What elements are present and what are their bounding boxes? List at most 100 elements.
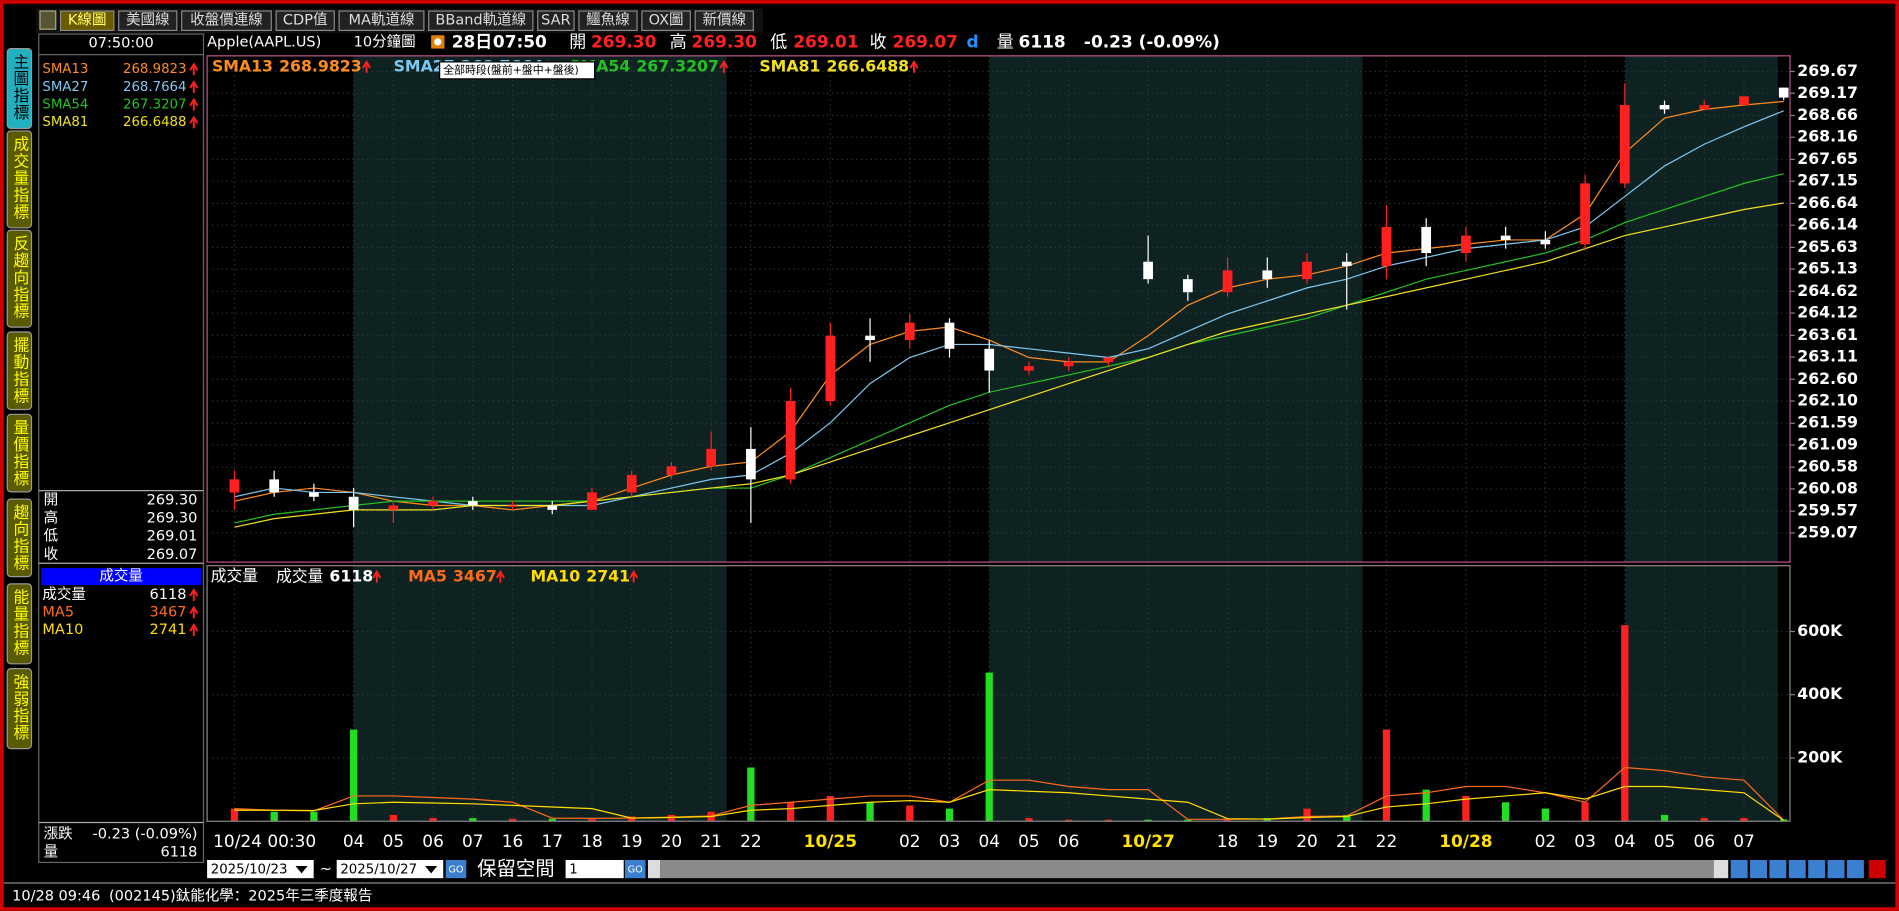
legend-value: 3467 [453,566,497,585]
volume-row-name: 成交量 [42,585,86,603]
left-panel [38,33,205,864]
candle-body [1222,270,1233,293]
volume-row-name: MA10 [42,622,83,638]
volume-bar [1422,789,1430,822]
candle-body [825,335,836,402]
change-label: 漲跌 [44,826,74,843]
x-tick-label: 05 [383,831,405,851]
x-tick-label: 04 [978,831,1000,851]
candle-body [1699,105,1710,110]
volume-bar [469,818,477,822]
candle-body [1143,261,1153,280]
tab[interactable] [428,10,534,32]
tab[interactable] [578,10,638,32]
candle-body [706,448,717,467]
x-tick-label: 10/27 [1121,831,1174,851]
volume-bar [1025,818,1033,822]
legend-entry: 成交量 6118 [276,566,373,585]
tab[interactable] [275,10,335,32]
legend-name: SMA13 [212,56,273,75]
up-arrow [189,80,199,93]
candle-body [388,505,399,510]
volume-panel-title: 成交量 [211,566,258,585]
y-tick-label: 264.12 [1797,303,1858,322]
tab-label: 鱷魚線 [586,12,630,29]
volume-bar [1184,819,1192,822]
legend-value: 267.3207 [636,56,719,75]
up-arrow [362,60,372,73]
candle-body [1063,361,1074,367]
close-value: 269.07 [893,32,958,52]
side-tab[interactable] [6,498,33,578]
y-tick-label: 263.11 [1797,347,1858,366]
go-button[interactable] [445,860,467,879]
side-tab-label: 擺動指標 [11,337,30,405]
scrollbar[interactable] [660,860,1714,879]
sma-value: 267.3207 [123,98,187,113]
volume-bar [548,818,556,822]
side-tab[interactable] [6,47,33,130]
side-tab[interactable] [6,583,33,665]
volume-value: 6118 [1019,32,1066,52]
volume-bar [1740,818,1748,822]
candle-body [1739,96,1749,106]
keep-space-input[interactable] [565,860,624,879]
tab[interactable] [641,10,691,32]
candle-body [1461,235,1471,254]
date-from-text: 2025/10/23 [211,863,288,878]
toolbar-icons[interactable] [1730,860,1886,879]
open-label: 開 [569,32,586,52]
side-tab[interactable] [6,130,33,229]
tab[interactable] [118,10,178,32]
volume-bar [230,808,239,822]
volume-bar [429,818,437,822]
tab[interactable] [59,10,115,32]
tab[interactable] [694,10,754,32]
ohlc-label: 收 [44,546,59,563]
y-tick-label: 268.16 [1797,127,1858,146]
price-frame [206,55,1791,563]
legend-entry: SMA81 266.6488 [759,56,909,75]
side-tab[interactable] [6,413,33,493]
up-arrow [629,569,639,583]
volume-bar [1502,802,1510,822]
candle-body [229,479,240,493]
x-tick-label: 10/25 [804,831,857,851]
date-from[interactable] [207,860,314,879]
volume-bar [350,729,358,822]
x-tick-label: 07 [462,831,484,851]
x-tick-label: 06 [1058,831,1080,851]
scroll-right[interactable] [1713,860,1729,879]
volume-bar [906,805,914,822]
candle-body [467,501,478,506]
volume-bar [1541,808,1549,822]
side-tab[interactable] [6,668,33,750]
ohlc-value: 269.07 [147,547,198,563]
volume-bar [1382,729,1391,822]
scroll-left[interactable] [647,860,661,879]
legend-name: MA5 [408,566,447,585]
tab-label: OX圖 [649,12,684,29]
menu-button[interactable] [39,10,57,30]
x-tick-label: 10/24 00:30 [213,831,316,851]
side-tab[interactable] [6,229,33,328]
change-value: -0.23 (-0.09%) [1084,32,1220,52]
tab[interactable] [537,10,575,32]
up-arrow [372,569,382,583]
date-to[interactable] [336,860,444,879]
go-button[interactable] [624,860,646,879]
tab[interactable] [338,10,425,32]
y-tick-label: 261.09 [1797,434,1858,453]
tab[interactable] [181,10,272,32]
volume-bar [747,767,755,822]
tab-label: K線圖 [68,12,107,29]
volume-bar [1462,795,1470,822]
side-tab[interactable] [6,331,33,411]
series-line [234,173,1784,524]
x-tick-label: 18 [1217,831,1239,851]
candle-body [1024,366,1034,371]
side-tab-label: 強弱指標 [11,673,30,741]
series-line [234,766,1785,821]
